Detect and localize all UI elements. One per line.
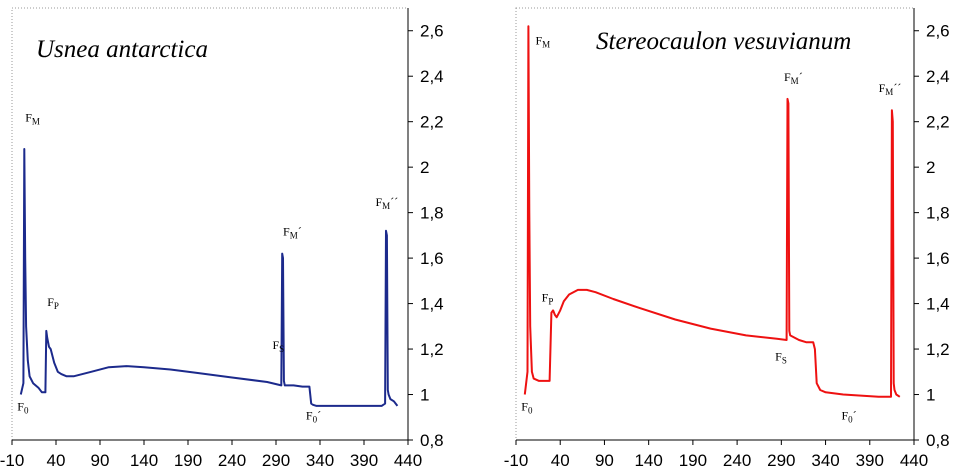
y-tick-label: 1,8 (420, 204, 444, 223)
y-tick-label: 2,6 (926, 22, 950, 41)
y-tick-label: 0,8 (420, 431, 444, 450)
y-tick-label: 2 (420, 158, 429, 177)
annotation-subscript: 0 (528, 405, 533, 415)
peak-annotation: F0 (17, 399, 29, 415)
x-tick-label: -10 (0, 451, 24, 470)
annotation-prime: ´ (298, 224, 302, 238)
y-tick-label: 1,6 (420, 249, 444, 268)
x-tick-label: 40 (551, 451, 570, 470)
peak-annotation: FM´ (283, 224, 302, 240)
annotation-subscript: 0 (24, 405, 29, 415)
peak-annotation: F0´ (841, 409, 856, 425)
x-tick-label: 290 (262, 451, 290, 470)
annotation-subscript: M (542, 39, 550, 49)
x-tick-label: 340 (811, 451, 839, 470)
x-tick-label: 90 (91, 451, 110, 470)
plot-frame (515, 7, 915, 441)
annotation-main: F (283, 224, 290, 238)
annotation-prime: ´ (799, 70, 803, 84)
y-tick-label: 2,2 (420, 113, 444, 132)
annotation-subscript: P (54, 301, 59, 311)
peak-annotation: FM (535, 33, 550, 49)
peak-annotation: F0 (521, 399, 533, 415)
annotation-subscript: M (791, 76, 799, 86)
annotation-subscript: S (782, 355, 787, 365)
y-tick-label: 2,6 (420, 22, 444, 41)
y-tick-label: 1,2 (926, 340, 950, 359)
annotation-main: F (306, 409, 313, 423)
x-tick-label: 440 (394, 451, 422, 470)
peak-annotation: FM´ (784, 70, 803, 86)
annotation-prime: ´ (853, 409, 857, 423)
annotation-main: F (775, 349, 782, 363)
annotation-main: F (521, 399, 528, 413)
chart-title: Usnea antarctica (36, 36, 208, 63)
x-tick-label: 240 (723, 451, 751, 470)
peak-annotation: FP (47, 295, 59, 311)
peak-annotation: FM´´ (375, 195, 398, 211)
annotation-main: F (542, 290, 549, 304)
annotation-subscript: 0 (848, 415, 853, 425)
x-tick-label: 190 (679, 451, 707, 470)
annotation-subscript: P (548, 296, 553, 306)
annotation-prime: ´´ (390, 195, 398, 209)
annotation-main: F (535, 33, 542, 47)
y-tick-label: 1 (420, 386, 429, 405)
annotation-subscript: M (382, 201, 390, 211)
annotation-main: F (784, 70, 791, 84)
y-tick-label: 1,6 (926, 249, 950, 268)
annotation-prime: ´ (317, 409, 321, 423)
annotation-subscript: M (885, 87, 893, 97)
y-tick-label: 2 (926, 158, 935, 177)
x-tick-label: 90 (595, 451, 614, 470)
y-tick-label: 2,4 (420, 67, 444, 86)
peak-annotation: FM (25, 111, 40, 127)
x-tick-label: 290 (767, 451, 795, 470)
annotation-subscript: M (32, 117, 40, 127)
x-tick-label: 390 (856, 451, 884, 470)
y-tick-label: 1 (926, 386, 935, 405)
x-tick-label: 190 (174, 451, 202, 470)
peak-annotation: FP (542, 290, 554, 306)
y-tick-label: 1,2 (420, 340, 444, 359)
annotation-subscript: M (290, 230, 298, 240)
annotation-main: F (879, 81, 886, 95)
y-tick-label: 1,4 (420, 295, 444, 314)
x-tick-label: 340 (306, 451, 334, 470)
x-tick-label: 140 (130, 451, 158, 470)
annotation-main: F (841, 409, 848, 423)
x-tick-label: 240 (218, 451, 246, 470)
y-tick-label: 0,8 (926, 431, 950, 450)
series-line (19, 148, 399, 407)
chart-title: Stereocaulon vesuvianum (596, 28, 851, 55)
y-tick-label: 1,8 (926, 204, 950, 223)
peak-annotation: F0´ (306, 409, 321, 425)
y-tick-label: 2,4 (926, 67, 950, 86)
x-tick-label: 140 (634, 451, 662, 470)
x-tick-label: 40 (47, 451, 66, 470)
annotation-main: F (375, 195, 382, 209)
x-tick-label: 390 (350, 451, 378, 470)
annotation-main: F (47, 295, 54, 309)
annotation-main: F (17, 399, 24, 413)
annotation-subscript: S (279, 344, 284, 354)
annotation-prime: ´´ (893, 81, 901, 95)
x-tick-label: 440 (900, 451, 928, 470)
y-tick-label: 1,4 (926, 295, 950, 314)
annotation-subscript: 0 (313, 415, 318, 425)
peak-annotation: FS (775, 349, 787, 365)
series-line (523, 25, 901, 398)
annotation-main: F (272, 338, 279, 352)
annotation-main: F (25, 111, 32, 125)
y-tick-label: 2,2 (926, 113, 950, 132)
peak-annotation: FM´´ (879, 81, 902, 97)
x-tick-label: -10 (504, 451, 529, 470)
peak-annotation: FS (272, 338, 284, 354)
